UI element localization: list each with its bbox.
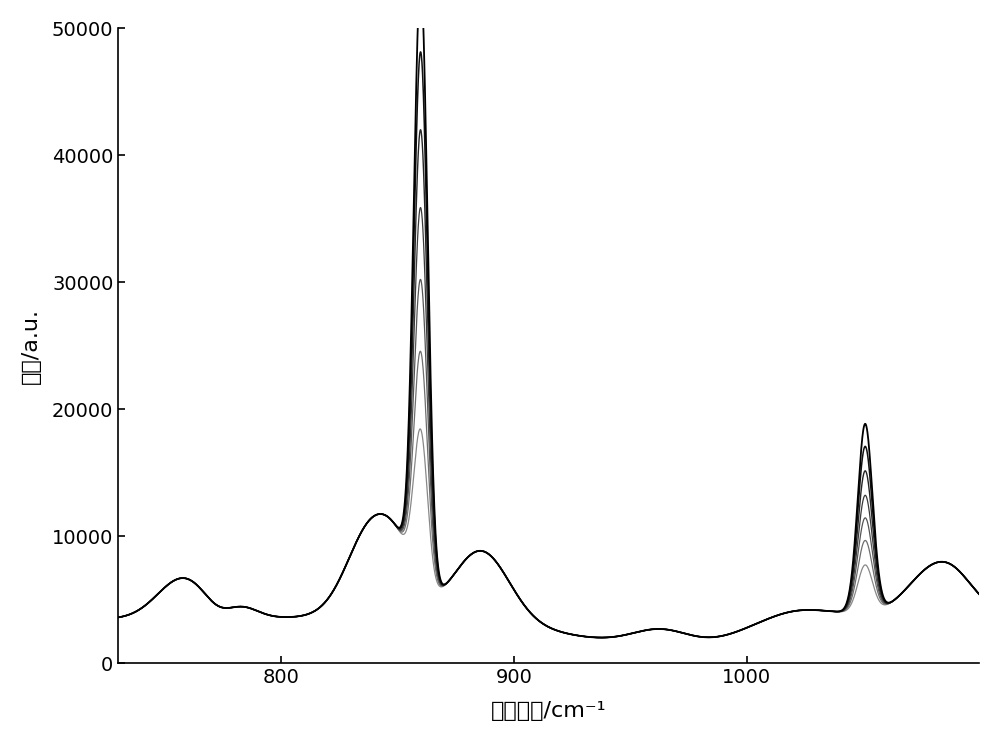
Y-axis label: 强度/a.u.: 强度/a.u. (21, 308, 41, 384)
X-axis label: 拉曼位移/cm⁻¹: 拉曼位移/cm⁻¹ (491, 701, 607, 721)
